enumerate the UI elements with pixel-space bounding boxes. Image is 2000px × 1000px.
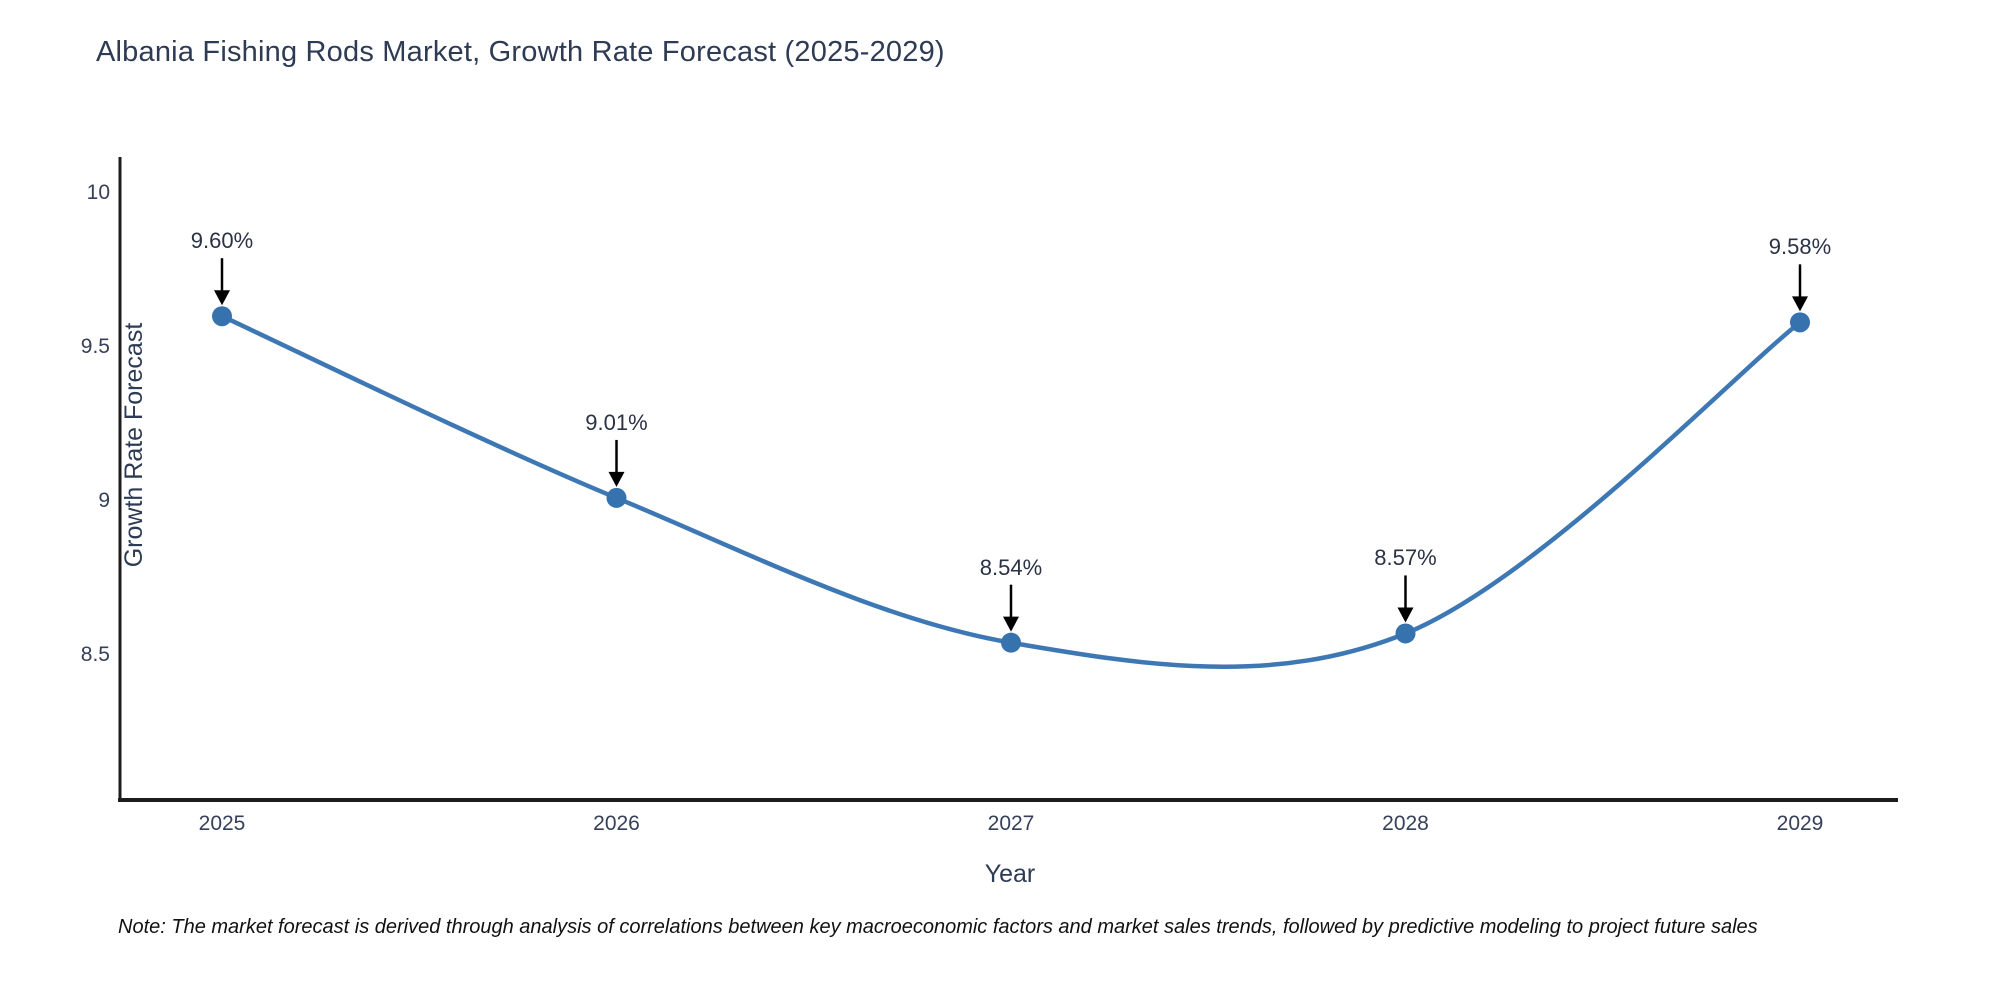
- series-layer: [212, 306, 1810, 669]
- data-point-marker: [1001, 632, 1021, 653]
- y-tick-label: 9: [98, 489, 110, 512]
- x-axis-title: Year: [984, 860, 1036, 888]
- annotation-arrowhead-icon: [1792, 296, 1808, 312]
- data-point-label: 8.57%: [1374, 545, 1437, 571]
- x-tick-label: 2026: [593, 812, 640, 835]
- chart-title: Albania Fishing Rods Market, Growth Rate…: [96, 36, 945, 68]
- x-tick-label: 2028: [1382, 812, 1429, 835]
- data-point-marker: [1395, 623, 1416, 644]
- data-point-label: 9.01%: [585, 409, 648, 435]
- x-tick-label: 2027: [987, 812, 1035, 835]
- data-point-marker: [1790, 312, 1810, 333]
- y-tick-label: 10: [86, 181, 110, 204]
- annotation-arrows: [214, 258, 1808, 632]
- data-point-marker: [606, 487, 627, 508]
- data-point-label: 9.60%: [190, 228, 254, 254]
- footnote: Note: The market forecast is derived thr…: [118, 916, 1758, 938]
- x-tick-label: 2025: [198, 812, 246, 835]
- y-tick-label: 8.5: [80, 643, 110, 666]
- data-point-label: 8.54%: [979, 554, 1043, 580]
- annotation-arrowhead-icon: [608, 471, 625, 487]
- annotation-arrowhead-icon: [1003, 616, 1019, 632]
- y-tick-label: 9.5: [80, 335, 110, 358]
- annotation-arrowhead-icon: [1397, 607, 1414, 623]
- data-point-marker: [212, 306, 232, 327]
- annotation-arrowhead-icon: [214, 290, 230, 306]
- y-axis-title: Growth Rate Forecast: [119, 322, 148, 568]
- x-tick-label: 2029: [1776, 812, 1824, 835]
- data-point-label: 9.58%: [1768, 234, 1832, 260]
